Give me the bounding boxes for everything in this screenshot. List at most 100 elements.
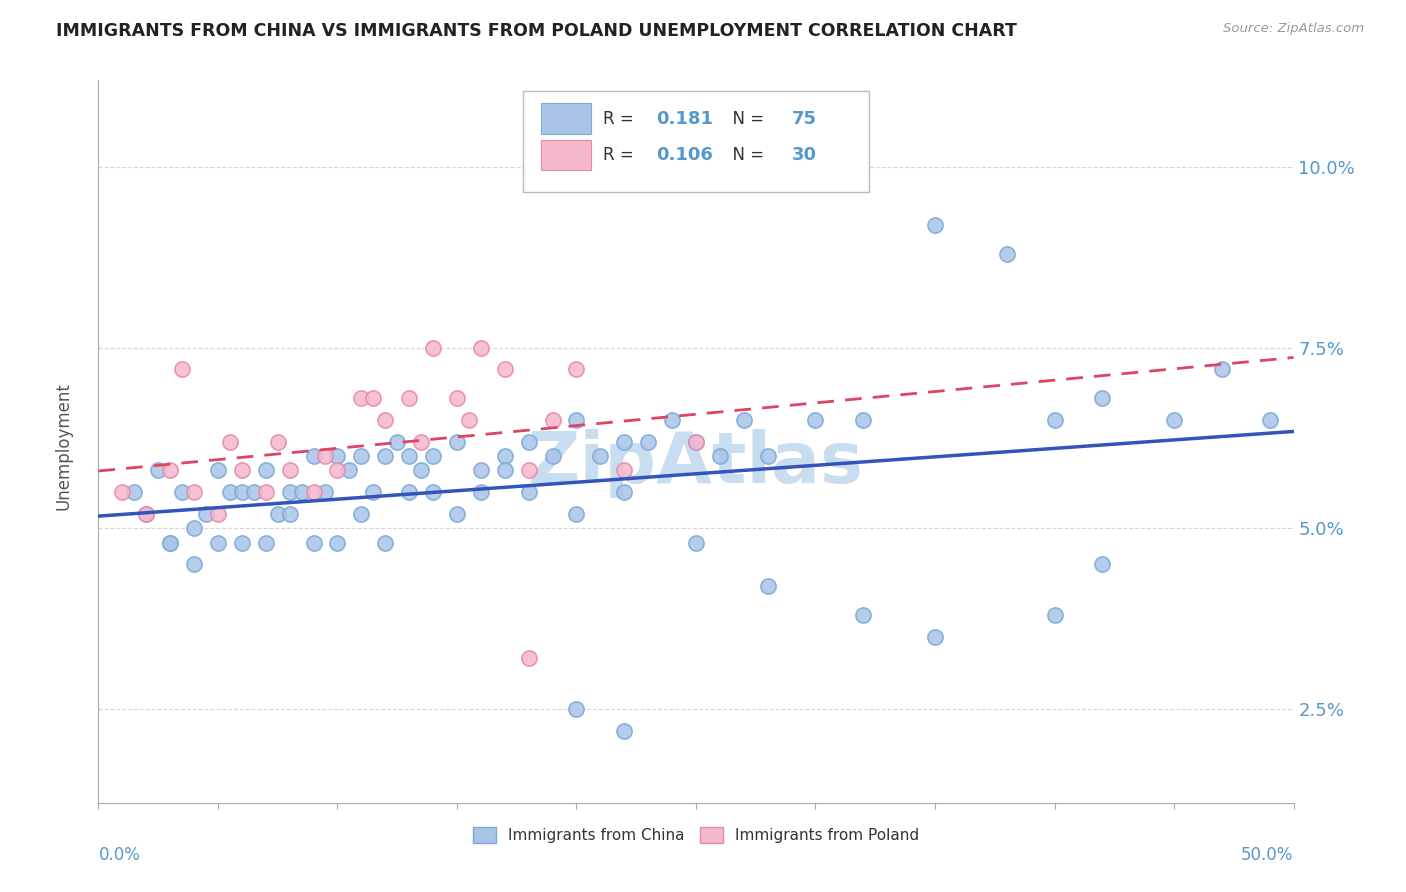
Text: R =: R = xyxy=(603,145,638,164)
Point xyxy=(924,630,946,644)
Point xyxy=(398,485,420,500)
FancyBboxPatch shape xyxy=(541,139,591,169)
Point xyxy=(613,463,636,477)
Point xyxy=(924,218,946,232)
Point xyxy=(517,434,540,449)
Point xyxy=(135,507,157,521)
Point xyxy=(183,521,205,535)
Point xyxy=(458,413,481,427)
Point xyxy=(613,723,636,738)
Point xyxy=(350,449,373,463)
Text: 50.0%: 50.0% xyxy=(1241,847,1294,864)
Text: N =: N = xyxy=(723,110,769,128)
Point xyxy=(494,463,516,477)
Point xyxy=(254,463,277,477)
Point xyxy=(183,485,205,500)
Point xyxy=(267,507,290,521)
Point xyxy=(422,341,444,355)
Point xyxy=(411,463,433,477)
Point xyxy=(219,485,242,500)
Point xyxy=(685,434,707,449)
Point xyxy=(1163,413,1185,427)
Point xyxy=(172,485,194,500)
Point xyxy=(159,463,181,477)
Point xyxy=(278,485,301,500)
Point xyxy=(422,485,444,500)
Point xyxy=(148,463,170,477)
Point xyxy=(995,246,1018,260)
Point xyxy=(613,485,636,500)
Point xyxy=(207,507,229,521)
Point xyxy=(541,449,564,463)
Point xyxy=(411,434,433,449)
Point xyxy=(1091,391,1114,405)
Point xyxy=(565,413,588,427)
Point xyxy=(243,485,266,500)
Point xyxy=(517,463,540,477)
Point xyxy=(637,434,659,449)
Point xyxy=(231,485,253,500)
Point xyxy=(565,362,588,376)
Text: Source: ZipAtlas.com: Source: ZipAtlas.com xyxy=(1223,22,1364,36)
Point xyxy=(315,485,337,500)
Text: 30: 30 xyxy=(792,145,817,164)
Point xyxy=(207,463,229,477)
Text: IMMIGRANTS FROM CHINA VS IMMIGRANTS FROM POLAND UNEMPLOYMENT CORRELATION CHART: IMMIGRANTS FROM CHINA VS IMMIGRANTS FROM… xyxy=(56,22,1017,40)
Point xyxy=(398,449,420,463)
Point xyxy=(852,607,875,622)
Point xyxy=(565,507,588,521)
Point xyxy=(804,413,827,427)
Point xyxy=(517,651,540,665)
Point xyxy=(302,485,325,500)
Point xyxy=(350,507,373,521)
Point xyxy=(291,485,314,500)
Point xyxy=(374,413,396,427)
Point xyxy=(446,391,468,405)
Point xyxy=(207,535,229,549)
Point xyxy=(494,449,516,463)
Point xyxy=(326,463,349,477)
Point xyxy=(195,507,218,521)
Point xyxy=(363,485,385,500)
Point xyxy=(685,535,707,549)
Point xyxy=(1091,558,1114,572)
Point xyxy=(446,434,468,449)
Point xyxy=(231,463,253,477)
Text: 0.181: 0.181 xyxy=(657,110,713,128)
Point xyxy=(172,362,194,376)
Point xyxy=(254,535,277,549)
Point xyxy=(541,413,564,427)
Point xyxy=(267,434,290,449)
Point xyxy=(470,463,492,477)
Point xyxy=(183,558,205,572)
Text: N =: N = xyxy=(723,145,769,164)
Point xyxy=(374,449,396,463)
Point xyxy=(315,449,337,463)
Point xyxy=(350,391,373,405)
Point xyxy=(278,463,301,477)
Point xyxy=(374,535,396,549)
Point xyxy=(159,535,181,549)
Legend: Immigrants from China, Immigrants from Poland: Immigrants from China, Immigrants from P… xyxy=(467,822,925,849)
Point xyxy=(422,449,444,463)
Point xyxy=(446,507,468,521)
Point xyxy=(254,485,277,500)
Point xyxy=(363,391,385,405)
Point xyxy=(517,485,540,500)
Point xyxy=(326,449,349,463)
Point xyxy=(159,535,181,549)
Point xyxy=(231,535,253,549)
Point xyxy=(124,485,146,500)
Point xyxy=(219,434,242,449)
Point xyxy=(661,413,683,427)
Point xyxy=(302,535,325,549)
Point xyxy=(1043,413,1066,427)
Point xyxy=(278,507,301,521)
Point xyxy=(326,535,349,549)
Point xyxy=(852,413,875,427)
Point xyxy=(339,463,361,477)
Point xyxy=(470,485,492,500)
Text: 75: 75 xyxy=(792,110,817,128)
Point xyxy=(565,702,588,716)
Point xyxy=(685,434,707,449)
